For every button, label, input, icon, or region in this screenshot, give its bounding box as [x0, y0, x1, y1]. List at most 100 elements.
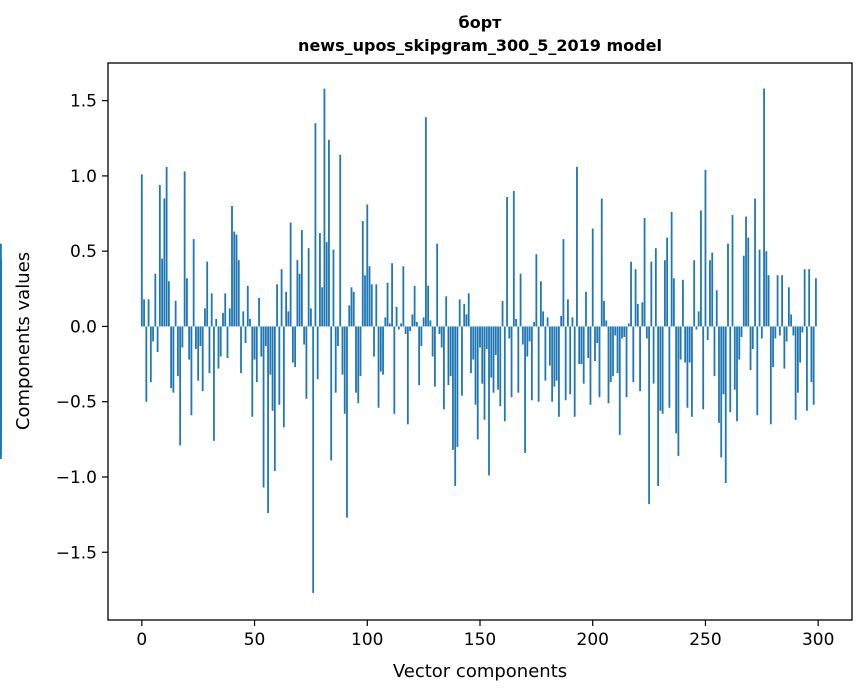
bar — [650, 261, 653, 327]
bar — [350, 287, 353, 327]
bar — [695, 326, 698, 330]
bar — [427, 285, 430, 327]
bar — [287, 311, 290, 327]
bar — [564, 326, 567, 401]
bar — [458, 299, 461, 327]
bar — [413, 285, 416, 327]
bar — [262, 326, 265, 488]
bar — [810, 326, 813, 383]
bar — [382, 326, 384, 375]
bar — [343, 326, 346, 414]
bar — [729, 326, 732, 413]
bar — [463, 303, 466, 327]
bar — [213, 326, 215, 441]
bar — [452, 326, 454, 450]
bar — [402, 266, 405, 327]
x-tick-label: 300 — [802, 630, 834, 650]
bar — [539, 281, 542, 327]
bar — [589, 326, 592, 405]
bar — [467, 293, 470, 327]
bar — [686, 326, 689, 408]
bar — [373, 326, 375, 357]
bar — [544, 326, 547, 381]
bar — [418, 326, 421, 386]
bar — [479, 326, 481, 348]
bar — [596, 326, 599, 344]
bar — [632, 326, 635, 383]
bar — [715, 290, 718, 327]
bar — [314, 123, 317, 327]
bar — [636, 303, 639, 327]
bar — [377, 326, 380, 408]
bar — [240, 326, 242, 374]
bar — [488, 326, 490, 476]
bar — [465, 314, 468, 327]
bar — [760, 326, 763, 339]
bar — [790, 314, 793, 327]
bar — [501, 300, 504, 327]
bar — [682, 279, 684, 327]
bar — [404, 326, 407, 334]
bar — [533, 321, 536, 327]
bar — [535, 254, 538, 327]
bar — [598, 326, 601, 398]
bar — [192, 239, 195, 327]
bar — [733, 326, 736, 390]
bar — [794, 326, 797, 420]
bar — [497, 326, 499, 390]
bar — [772, 326, 774, 368]
bar — [424, 117, 427, 327]
bar — [201, 326, 204, 392]
bar — [474, 326, 477, 405]
bar — [312, 326, 315, 593]
bar — [219, 326, 222, 357]
bar — [188, 326, 191, 360]
bar — [769, 326, 772, 425]
bar — [249, 318, 251, 327]
bar — [754, 198, 756, 327]
bar — [792, 326, 795, 336]
bar — [781, 275, 784, 327]
bar — [352, 291, 355, 327]
bar — [600, 198, 603, 327]
bar — [228, 308, 231, 327]
bar — [654, 248, 657, 327]
bar — [163, 198, 166, 327]
bar — [269, 326, 272, 375]
bar — [711, 252, 714, 327]
bar — [325, 242, 328, 327]
bar — [420, 326, 423, 347]
bar — [709, 260, 711, 327]
bar — [210, 293, 213, 327]
bar — [727, 243, 729, 327]
bar — [546, 317, 549, 327]
bar — [145, 326, 148, 402]
bar — [226, 326, 229, 359]
bar — [767, 275, 770, 327]
bar — [688, 326, 691, 363]
y-tick-label: −1.0 — [56, 468, 97, 488]
bar — [508, 326, 511, 339]
bar — [341, 326, 344, 375]
bar — [567, 299, 569, 327]
bar — [521, 326, 524, 345]
bar — [355, 326, 357, 393]
bar — [233, 231, 236, 327]
bar — [560, 315, 563, 327]
bar — [542, 311, 545, 327]
bar — [303, 326, 306, 345]
bar — [217, 326, 220, 369]
bar — [704, 169, 707, 327]
bar — [519, 273, 522, 327]
bar — [251, 326, 254, 417]
bar — [298, 273, 301, 327]
bar — [174, 300, 177, 327]
bar — [147, 299, 150, 327]
bar — [208, 326, 211, 374]
bar — [472, 326, 475, 360]
bar — [499, 326, 502, 407]
bar — [199, 326, 202, 347]
bar — [578, 326, 581, 365]
bar — [614, 326, 617, 336]
